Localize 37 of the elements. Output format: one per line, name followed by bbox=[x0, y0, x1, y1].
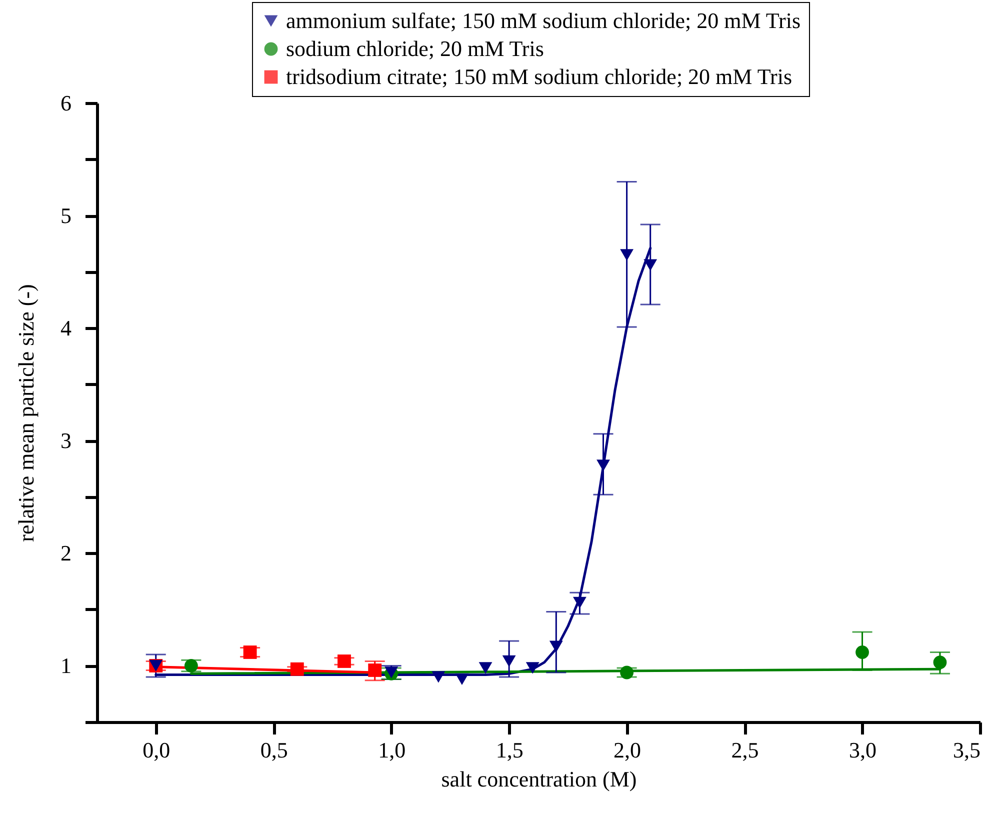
point bbox=[933, 656, 947, 670]
x-axis-title: salt concentration (M) bbox=[441, 766, 637, 792]
point bbox=[368, 664, 382, 677]
x-tick-label: 1,5 bbox=[496, 738, 524, 762]
point bbox=[573, 596, 586, 609]
y-tick-label: 4 bbox=[60, 316, 72, 341]
point bbox=[338, 654, 351, 668]
point bbox=[620, 666, 634, 680]
x-tick-label: 3,5 bbox=[953, 738, 980, 762]
y-tick-label: 6 bbox=[60, 90, 72, 116]
x-tick-label: 2,0 bbox=[614, 738, 642, 762]
point bbox=[478, 662, 492, 674]
point bbox=[526, 662, 540, 674]
point bbox=[184, 659, 198, 672]
y-tick-label: 5 bbox=[60, 203, 72, 228]
point bbox=[455, 673, 469, 686]
point bbox=[549, 640, 563, 652]
legend-label: tridsodium citrate; 150 mM sodium chloride; 20 mM Tris bbox=[286, 64, 792, 89]
point bbox=[596, 460, 610, 472]
x-tick-label: 0,5 bbox=[260, 738, 288, 762]
x-tick-label: 2,5 bbox=[731, 738, 759, 762]
point bbox=[432, 671, 446, 683]
legend-label: sodium chloride; 20 mM Tris bbox=[286, 36, 544, 61]
y-tick-label: 2 bbox=[60, 540, 72, 566]
point bbox=[620, 249, 634, 261]
point bbox=[290, 662, 304, 676]
x-tick-label: 1,0 bbox=[378, 738, 406, 762]
legend-label: ammonium sulfate; 150 mM sodium chloride; 20 mM Tris bbox=[286, 8, 801, 33]
point bbox=[644, 259, 658, 271]
point bbox=[243, 646, 257, 659]
point bbox=[856, 646, 869, 659]
y-tick-label: 1 bbox=[60, 653, 72, 678]
x-tick-label: 0,0 bbox=[142, 738, 170, 762]
y-axis-title: relative mean particle size (-) bbox=[14, 284, 38, 542]
x-tick-label: 3,0 bbox=[849, 738, 877, 762]
y-tick-label: 3 bbox=[60, 428, 72, 454]
point bbox=[502, 655, 516, 668]
